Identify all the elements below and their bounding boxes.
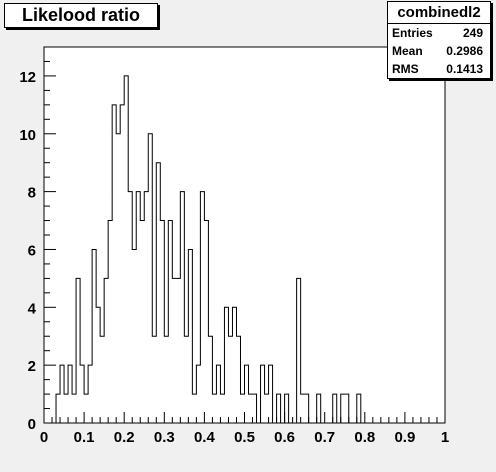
y-tick-label: 0 xyxy=(28,416,36,433)
x-tick-label: 0.1 xyxy=(74,429,95,446)
stats-row-mean: Mean 0.2986 xyxy=(388,42,490,60)
x-tick-label: 0.8 xyxy=(354,429,375,446)
stats-value: 0.2986 xyxy=(446,44,483,58)
stats-row-rms: RMS 0.1413 xyxy=(388,60,490,78)
y-tick-label: 6 xyxy=(28,242,36,259)
stats-value: 0.1413 xyxy=(446,62,483,76)
stats-box: combinedl2 Entries 249 Mean 0.2986 RMS 0… xyxy=(387,1,491,79)
stats-value: 249 xyxy=(462,26,483,40)
y-tick-label: 4 xyxy=(28,300,37,317)
y-tick-label: 12 xyxy=(19,69,36,86)
plot-area xyxy=(43,46,446,424)
x-tick-label: 0.3 xyxy=(154,429,175,446)
x-tick-label: 1 xyxy=(441,429,449,446)
histogram-bins xyxy=(44,75,445,424)
y-tick-label: 2 xyxy=(28,358,36,375)
x-tick-label: 0.2 xyxy=(114,429,135,446)
x-tick-label: 0.5 xyxy=(234,429,255,446)
x-tick-label: 0.9 xyxy=(394,429,415,446)
stats-row-entries: Entries 249 xyxy=(388,24,490,42)
x-tick-label: 0.7 xyxy=(314,429,335,446)
x-tick-label: 0 xyxy=(40,429,48,446)
stats-label: Entries xyxy=(392,26,433,40)
y-tick-label: 10 xyxy=(19,127,36,144)
stats-label: RMS xyxy=(392,62,419,76)
stats-histogram-name: combinedl2 xyxy=(388,2,490,24)
histogram-outline xyxy=(44,75,445,424)
y-axis: 0 2 4 6 8 10 12 xyxy=(19,46,56,433)
y-tick-label: 8 xyxy=(28,185,36,202)
histogram-title: Likelood ratio xyxy=(4,3,158,28)
stats-label: Mean xyxy=(392,44,423,58)
x-tick-label: 0.6 xyxy=(274,429,295,446)
x-tick-label: 0.4 xyxy=(194,429,216,446)
x-axis: 0 0.1 0.2 0.3 0.4 0.5 0.6 0.7 0.8 0.9 1 xyxy=(40,412,449,446)
